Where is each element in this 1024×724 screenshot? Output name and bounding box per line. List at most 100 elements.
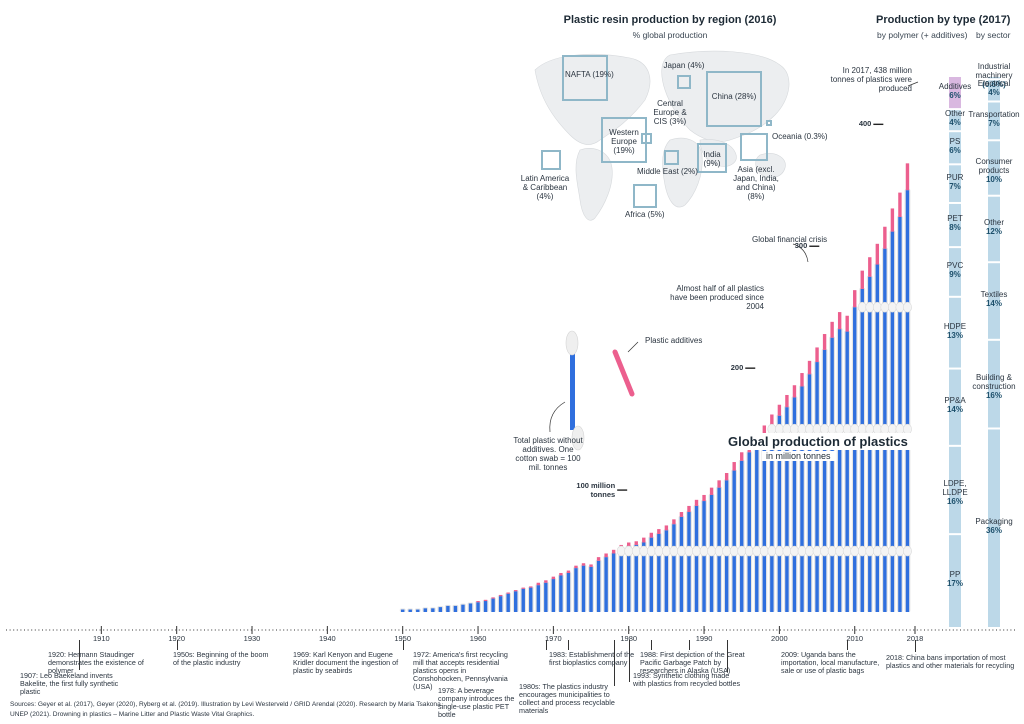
swab-tip-2015-50 <box>887 545 897 557</box>
swab-tip-2012-50 <box>865 545 875 557</box>
swab-tip-1981-50 <box>631 545 641 557</box>
bar-total-1957 <box>453 605 458 612</box>
bar-total-1970 <box>551 579 556 612</box>
sector-label-3: Consumer products 10% <box>968 157 1020 184</box>
bar-total-1956 <box>446 605 450 612</box>
bar-additive-1967 <box>529 586 533 588</box>
event-marker-1969 <box>545 640 547 650</box>
bar-total-1962 <box>491 598 495 612</box>
swab-tip-2012-250 <box>865 301 875 313</box>
bar-total-2009 <box>845 331 849 612</box>
polymer-label-4: PET 8% <box>937 214 973 232</box>
event-text-1907: 1907: Leo Baekeland invents Bakelite, th… <box>20 671 119 696</box>
legend-swab-leader <box>549 401 566 433</box>
polymer-label-8-pct: 16% <box>946 497 963 506</box>
swab-tip-1989-50 <box>692 545 701 557</box>
crisis-leader <box>792 243 809 263</box>
bar-additive-1989 <box>694 499 699 506</box>
x-tick-label-2010: 2010 <box>846 634 864 643</box>
bar-total-1958 <box>461 604 465 612</box>
event-marker-1907 <box>78 640 80 670</box>
map-box-oceania <box>766 120 772 126</box>
swab-tip-2001-50 <box>782 545 792 557</box>
bar-additive-2003 <box>800 373 804 387</box>
polymer-label-3: PUR 7% <box>937 173 973 191</box>
bar-additive-1965 <box>514 590 518 592</box>
bar-total-1976 <box>596 560 601 612</box>
swab-tip-1980-50 <box>624 545 634 557</box>
bar-total-2008 <box>837 329 842 612</box>
sector-bar-1 <box>988 80 1000 101</box>
bar-additive-1974 <box>581 563 586 566</box>
sector-label-5: Textiles 14% <box>968 290 1020 308</box>
bar-additive-1982 <box>642 537 646 543</box>
y-tick-label-100: 100 million tonnes <box>576 481 616 500</box>
bar-total-1973 <box>574 568 578 612</box>
polymer-label-1: Other 4% <box>937 109 973 127</box>
annotation-swab: Total plastic without additives. One cot… <box>513 436 583 472</box>
region-panel-title: Plastic resin production by region (2016… <box>563 14 777 26</box>
map-box-china <box>706 71 762 127</box>
annotation-peak: In 2017, 438 million tonnes of plastics … <box>820 66 912 93</box>
event-marker-2018 <box>915 640 916 652</box>
bar-additive-1966 <box>521 587 525 589</box>
swab-tip-1986-50 <box>669 545 679 557</box>
bar-additive-1990 <box>702 494 706 502</box>
bar-total-1987 <box>679 516 684 612</box>
bar-additive-1998 <box>762 425 767 436</box>
event-marker-1983 <box>651 640 653 650</box>
polymer-bar-3 <box>949 165 961 202</box>
x-tick-label-1940: 1940 <box>319 634 336 643</box>
bar-total-2016 <box>898 216 902 612</box>
map-box-middle-east <box>664 150 679 165</box>
swab-tip-2009-50 <box>842 545 852 557</box>
bar-additive-2015 <box>890 208 895 232</box>
sector-label-1-pct: 4% <box>988 88 1000 98</box>
swab-tip-2017-250 <box>903 301 912 313</box>
bar-total-1999 <box>770 425 774 612</box>
bar-total-1950 <box>400 609 405 612</box>
swab-tip-1988-50 <box>684 545 694 557</box>
bar-additive-1984 <box>657 529 661 534</box>
bar-total-1955 <box>438 607 443 612</box>
event-text-1920: 1920: Hermann Staudinger demonstrates th… <box>48 650 144 675</box>
bar-total-2005 <box>815 362 819 612</box>
region-label-central-europe: Central Europe & CIS (3%) <box>653 99 687 126</box>
swab-tip-2010-50 <box>850 545 860 557</box>
sector-bar-6 <box>988 340 1000 428</box>
chart-subtitle: in million tonnes <box>762 451 835 461</box>
x-tick-label-1910: 1910 <box>92 634 110 643</box>
sector-label-4-pct: 12% <box>985 226 1002 236</box>
bar-total-2010 <box>853 307 857 612</box>
event-text-2018: 2018: China bans importation of most pla… <box>886 653 1015 670</box>
polymer-label-5-pct: 9% <box>949 269 961 279</box>
sources-line-1: Sources: Geyer et al. (2017), Geyer (202… <box>10 701 443 708</box>
swab-tip-1999-50 <box>767 545 777 557</box>
swab-tip-1984-50 <box>654 545 664 557</box>
swab-tip-2005-50 <box>812 545 822 557</box>
bar-total-1972 <box>566 572 571 612</box>
bar-total-1959 <box>468 603 473 612</box>
bar-additive-1962 <box>491 597 495 599</box>
polymer-label-5: PVC 9% <box>937 261 973 279</box>
bar-additive-1994 <box>732 462 736 471</box>
map-box-western-europe <box>601 117 647 163</box>
sector-label-6: Building & construction 16% <box>968 373 1020 400</box>
legend-additive-stick <box>612 349 635 397</box>
polymer-label-1-name: Other <box>944 109 965 119</box>
sources-line-2: UNEP (2021). Drowning in plastics – Mari… <box>10 711 255 718</box>
swab-tip-2017-50 <box>903 545 912 557</box>
polymer-label-7: PP&A 14% <box>937 396 973 414</box>
bar-total-1977 <box>604 557 608 612</box>
event-text-1993: 1993: Synthetic clothing made with plast… <box>633 671 741 688</box>
y-tick-label-400: 400 <box>858 119 872 129</box>
swab-tip-2013-250 <box>872 301 882 313</box>
region-label-middle-east: Middle East (2%) <box>637 167 698 176</box>
event-text-1972: 1972: America's first recycling mill tha… <box>413 650 508 691</box>
event-text-1988: 1988: First depiction of the Great Pacif… <box>640 650 745 675</box>
x-tick-label-1920: 1920 <box>168 634 186 643</box>
legend-swab-tip-bottom <box>571 425 585 451</box>
polymer-label-3-name: PUR <box>946 172 964 182</box>
x-tick-label-1930: 1930 <box>243 634 261 643</box>
bar-total-2006 <box>822 349 827 612</box>
